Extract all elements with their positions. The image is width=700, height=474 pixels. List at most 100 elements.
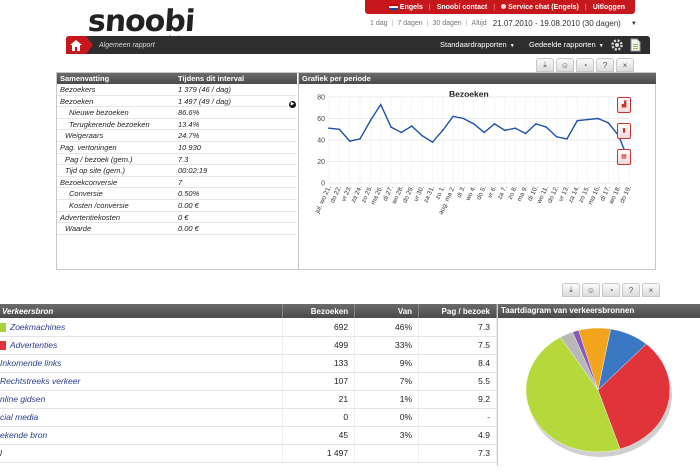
traffic-source-link[interactable]: Advertenties [10,339,58,350]
traffic-source-link[interactable]: nline gidsen [0,394,46,404]
pie-slice[interactable] [597,343,671,450]
close-icon[interactable]: × [616,58,634,72]
data-point[interactable] [524,132,527,135]
report-tools-tabs-top: ⤓ ☺ ◔ ? × [536,58,634,72]
data-point[interactable] [493,123,496,125]
data-point[interactable] [400,131,403,134]
cell-visits: 107 [282,372,356,391]
data-point[interactable] [348,140,351,142]
table-row[interactable]: Inkomende links 133 9% 8.4 [0,354,497,373]
table-row[interactable]: cial media 0 0% - [0,408,497,427]
summary-label: Advertentiekosten [60,212,121,222]
data-point[interactable] [328,127,330,129]
data-point[interactable] [597,117,599,120]
bar-chart-icon[interactable]: ▮ [617,123,631,139]
summary-value: 0 € [178,212,189,222]
gear-icon[interactable] [610,38,624,52]
col-source[interactable]: Verkeersbron [0,304,284,318]
date-range-selector[interactable]: 21.07.2010 - 19.08.2010 (30 dagen) [492,19,621,28]
gauge-icon[interactable]: ◔ [576,58,594,72]
data-point[interactable] [514,127,517,129]
data-point[interactable] [359,138,361,140]
data-point[interactable] [535,123,537,125]
table-row[interactable]: Zoekmachines 692 46% 7.3 [0,318,497,337]
traffic-source-link[interactable]: cial media [0,412,39,422]
data-point[interactable] [504,129,506,132]
data-point[interactable] [421,134,423,137]
range-always[interactable]: Altijd [471,20,487,27]
contact-link[interactable]: Snoobi contact [436,3,488,11]
top-utility-bar: Engels | Snoobi contact | Service chat (… [365,0,635,14]
data-point[interactable] [338,128,341,131]
range-7-days[interactable]: 7 dagen [397,20,423,27]
data-point[interactable] [555,135,558,138]
table-row[interactable]: Advertenties 499 33% 7.5 [0,336,497,355]
data-point[interactable] [462,117,465,120]
chevron-down-icon[interactable]: ▼ [630,20,637,27]
data-point[interactable] [566,138,568,140]
range-1-day[interactable]: 1 dag [370,20,388,27]
caret-down-icon: ▼ [509,43,515,49]
cell-pages: 8.4 [418,354,497,373]
shared-reports-menu[interactable]: Gedeelde rapporten ▼ [529,40,604,49]
export-icon[interactable]: ⤓ [536,58,554,72]
data-point[interactable] [431,141,434,143]
close-icon[interactable]: × [642,283,660,297]
home-button[interactable] [66,36,86,54]
data-point[interactable] [576,119,579,122]
table-row[interactable]: l 1 497 7.3 [0,444,497,463]
col-share[interactable]: Van [354,304,420,318]
table-row[interactable]: ekende bron 45 3% 4.9 [0,426,497,445]
table-row[interactable]: Rechtstreeks verkeer 107 7% 5.5 [0,372,497,391]
summary-label: Pag / bezoek (gem.) [65,154,133,164]
cell-visits: 45 [282,426,356,445]
traffic-source-link[interactable]: Rechtstreeks verkeer [0,376,81,386]
traffic-source-link[interactable]: ekende bron [0,430,48,440]
user-icon[interactable]: ☺ [556,58,574,72]
range-30-days[interactable]: 30 dagen [432,20,462,27]
logout-link[interactable]: Uitloggen [592,3,625,11]
data-point[interactable] [607,122,610,124]
cell-share: 1% [354,390,420,409]
export-icon[interactable]: ⤓ [562,283,580,297]
data-point[interactable] [369,119,372,122]
snoobi-logo[interactable]: snoobi beta [87,4,196,42]
data-point[interactable] [483,131,485,134]
summary-row: Bezoekers 1 379 (46 / dag) [57,84,297,96]
service-chat-link[interactable]: Service chat (Engels) [501,4,579,11]
col-pages[interactable]: Pag / bezoek [418,304,497,318]
pie-slice[interactable] [525,336,621,453]
cell-pages: 9.2 [418,390,497,409]
table-chart-icon[interactable]: ▦ [617,149,631,165]
help-icon[interactable]: ? [596,58,614,72]
chart-title: Bezoeken [449,89,489,99]
gauge-icon[interactable]: ◔ [602,283,620,297]
summary-value: 1 379 (46 / dag) [178,85,231,94]
language-link[interactable]: Engels [388,4,423,11]
data-point[interactable] [390,126,392,128]
document-icon[interactable] [628,38,642,52]
data-point[interactable] [410,125,413,127]
chart-panel-title: Grafiek per periode [299,73,656,84]
summary-value: 0.00 € [178,224,199,234]
data-point[interactable] [586,118,589,121]
line-chart-icon[interactable]: ▟ [617,97,631,113]
expand-arrow-icon[interactable]: ▶ [289,101,296,108]
pie-slice[interactable] [560,331,599,391]
summary-row: Weigeraars 24.7% [57,130,297,142]
col-visits[interactable]: Bezoeken [282,304,356,318]
data-point[interactable] [379,103,382,106]
data-point[interactable] [473,123,475,125]
data-point[interactable] [545,126,548,128]
data-point[interactable] [452,115,454,118]
summary-row: Pag. vertoningen 10 930 [57,142,297,154]
summary-value: 13.4% [178,119,200,129]
traffic-source-link[interactable]: Inkomende links [0,358,62,368]
report-tools-tabs-bottom: ⤓ ☺ ◔ ? × [562,283,660,297]
traffic-source-link[interactable]: Zoekmachines [10,321,66,332]
table-row[interactable]: nline gidsen 21 1% 9.2 [0,390,497,409]
user-icon[interactable]: ☺ [582,283,600,297]
standard-reports-menu[interactable]: Standaardrapporten ▼ [440,40,515,49]
data-point[interactable] [441,129,444,132]
help-icon[interactable]: ? [622,283,640,297]
